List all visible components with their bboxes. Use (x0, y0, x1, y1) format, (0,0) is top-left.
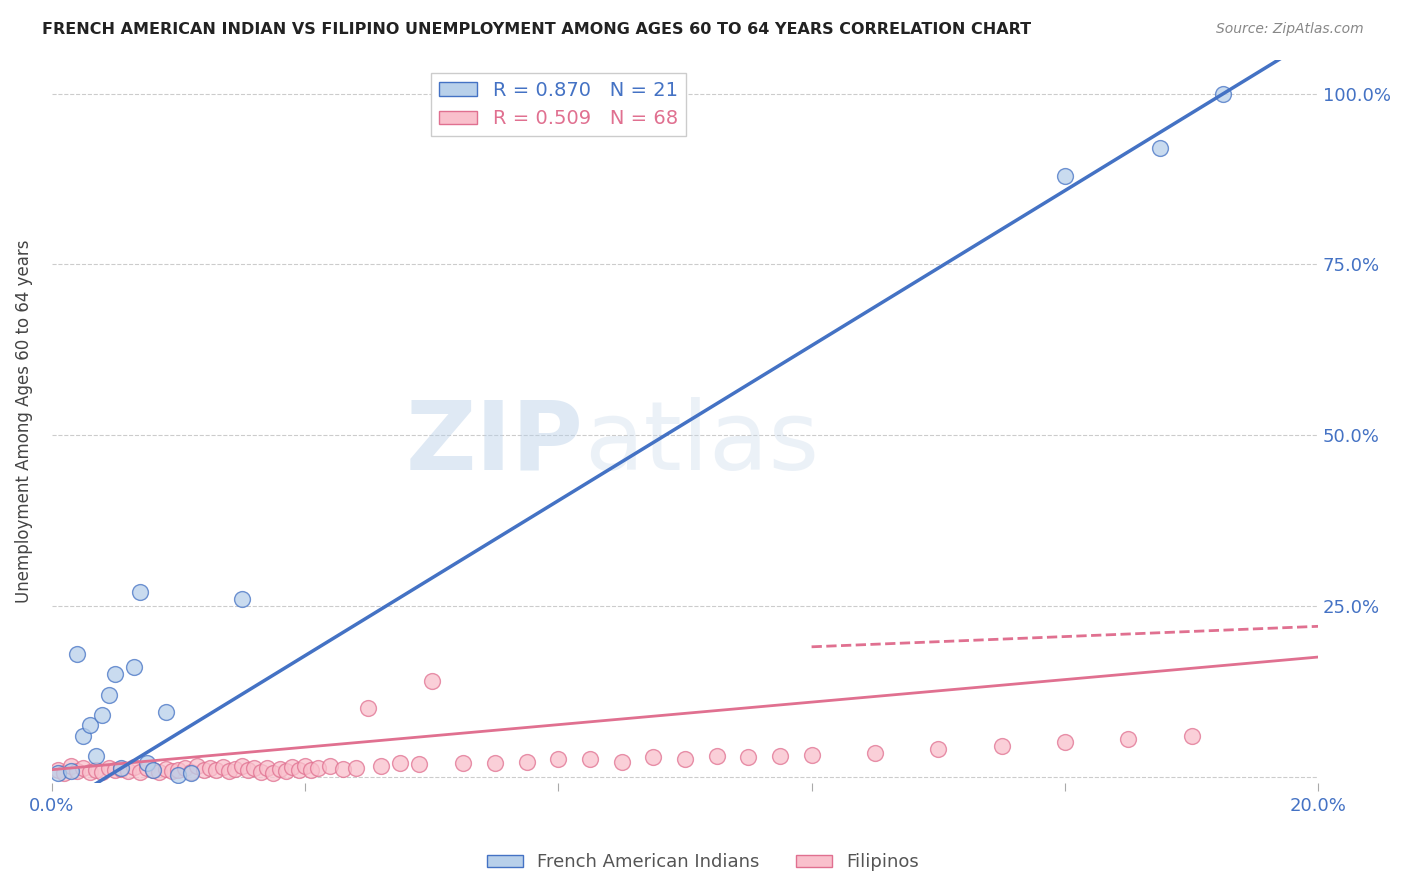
Point (769, 749, 792, 764)
Text: ZIP: ZIP (406, 397, 583, 490)
Point (643, 750, 665, 764)
Point (91, 708, 114, 723)
Point (155, 705, 177, 719)
Point (319, 759, 342, 773)
Point (142, 763, 165, 777)
Point (420, 673, 443, 688)
Point (332, 762, 354, 776)
Point (863, 746, 886, 760)
Point (129, 585, 152, 599)
Point (281, 760, 304, 774)
Point (122, 660, 145, 674)
Point (294, 758, 316, 772)
Point (173, 761, 195, 775)
Point (1149, 141, 1171, 155)
Point (97, 761, 120, 775)
Point (706, 749, 728, 764)
Point (408, 757, 430, 772)
Point (224, 762, 246, 776)
Point (299, 764, 322, 778)
Point (1116, 731, 1139, 746)
Point (180, 766, 202, 780)
Point (135, 756, 157, 770)
Point (800, 747, 823, 762)
Point (579, 752, 602, 766)
Point (1212, 87, 1234, 101)
Point (66, 764, 89, 778)
Point (211, 760, 233, 774)
Point (236, 764, 259, 778)
Point (256, 761, 278, 775)
Point (610, 755, 633, 769)
Point (990, 739, 1012, 753)
Text: atlas: atlas (583, 397, 818, 490)
Point (84, 763, 107, 777)
Point (205, 763, 228, 777)
Point (198, 761, 221, 775)
Point (167, 768, 190, 782)
Point (287, 763, 309, 777)
Point (453, 756, 475, 770)
Point (160, 764, 183, 778)
Point (274, 764, 297, 778)
Point (193, 764, 215, 778)
Legend: R = 0.870   N = 21, R = 0.509   N = 68: R = 0.870 N = 21, R = 0.509 N = 68 (430, 73, 686, 136)
Point (79, 718, 101, 732)
Point (388, 756, 411, 770)
Point (231, 592, 253, 607)
Point (155, 762, 177, 776)
Text: Source: ZipAtlas.com: Source: ZipAtlas.com (1216, 22, 1364, 37)
Point (122, 760, 145, 774)
Point (79, 764, 101, 779)
Point (1053, 169, 1076, 183)
Point (97, 688, 120, 702)
Text: FRENCH AMERICAN INDIAN VS FILIPINO UNEMPLOYMENT AMONG AGES 60 TO 64 YEARS CORREL: FRENCH AMERICAN INDIAN VS FILIPINO UNEMP… (42, 22, 1032, 37)
Point (46, 763, 69, 777)
Point (104, 667, 127, 681)
Point (1180, 729, 1202, 743)
Point (307, 761, 329, 775)
Point (673, 752, 696, 766)
Point (117, 764, 139, 778)
Point (129, 764, 152, 779)
Point (46, 766, 69, 780)
Point (66, 647, 89, 661)
Point (927, 742, 949, 756)
Point (53, 766, 76, 780)
Point (110, 762, 132, 776)
Legend: French American Indians, Filipinos: French American Indians, Filipinos (479, 847, 927, 879)
Point (180, 764, 202, 779)
Point (59, 764, 82, 778)
Point (484, 756, 506, 770)
Point (91, 765, 114, 780)
Point (186, 759, 208, 773)
Point (59, 759, 82, 773)
Point (249, 764, 271, 779)
Point (167, 763, 190, 777)
Point (135, 761, 157, 775)
Point (231, 758, 253, 772)
Point (1053, 735, 1076, 749)
Point (142, 763, 165, 777)
Point (370, 759, 392, 773)
Point (737, 750, 759, 764)
Point (148, 765, 170, 780)
Point (516, 755, 538, 769)
Point (547, 752, 569, 766)
Y-axis label: Unemployment Among Ages 60 to 64 years: Unemployment Among Ages 60 to 64 years (15, 240, 32, 603)
Point (72, 729, 94, 743)
Point (72, 761, 94, 775)
Point (344, 761, 367, 775)
Point (262, 766, 284, 780)
Point (269, 762, 291, 776)
Point (110, 761, 132, 775)
Point (104, 764, 127, 778)
Point (357, 701, 380, 715)
Point (218, 764, 240, 778)
Point (84, 749, 107, 764)
Point (243, 761, 266, 775)
